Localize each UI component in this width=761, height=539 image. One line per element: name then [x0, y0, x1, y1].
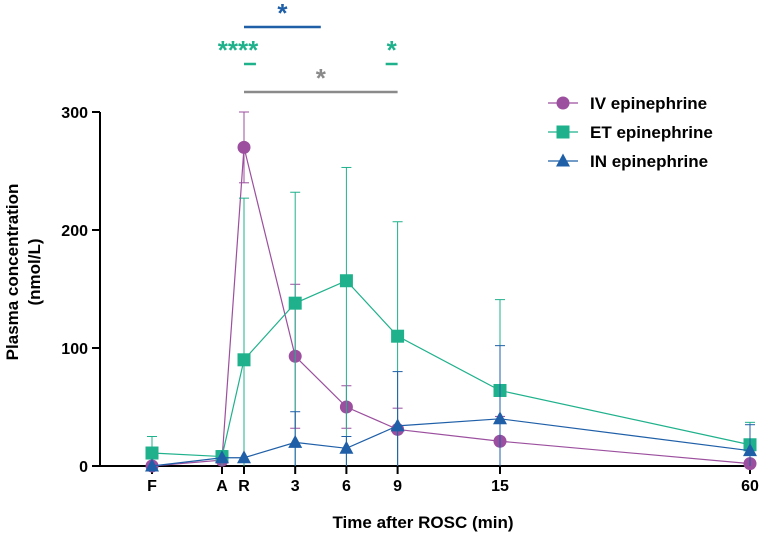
triangle-marker	[145, 458, 159, 472]
legend-label: IV epinephrine	[590, 94, 707, 113]
square-marker	[339, 274, 353, 288]
x-tick-label: 6	[342, 478, 351, 495]
series-layer	[145, 111, 757, 473]
y-tick-label: 300	[61, 105, 88, 122]
circle-marker	[556, 96, 570, 110]
y-axis-title-line1: Plasma concentration	[3, 184, 22, 361]
x-tick-label: F	[147, 478, 157, 495]
triangle-marker	[390, 418, 405, 432]
series-line	[151, 147, 751, 467]
significance-label: *	[316, 63, 327, 93]
square-marker	[145, 446, 159, 460]
triangle-marker	[288, 434, 303, 448]
legend-label: IN epinephrine	[590, 152, 708, 171]
triangle-marker	[556, 153, 570, 167]
square-marker	[288, 296, 302, 310]
legend: IV epinephrine ET epinephrine IN epinephri…	[548, 94, 713, 171]
triangle-marker	[339, 440, 354, 454]
triangle-marker	[493, 411, 507, 425]
triangle-marker	[237, 450, 251, 464]
square-marker	[556, 125, 570, 139]
x-tick-label: A	[216, 478, 228, 495]
square-marker	[391, 329, 405, 343]
triangle-marker	[743, 443, 757, 457]
series-line	[151, 280, 751, 458]
circle-marker	[237, 140, 251, 154]
axes: 0 100 200 300 F A R 3 6 9 15 60	[61, 105, 759, 495]
x-tick-label: R	[238, 478, 250, 495]
y-tick-label: 0	[79, 459, 88, 476]
x-tick-label: 15	[491, 478, 509, 495]
significance-label: ****	[218, 35, 259, 65]
y-tick-label: 100	[61, 341, 88, 358]
significance-label: *	[387, 35, 398, 65]
triangle-marker	[215, 450, 229, 464]
series-et-epinephrine	[145, 166, 757, 466]
y-axis-title-line2: (nmol/L)	[25, 238, 44, 305]
x-axis-title: Time after ROSC (min)	[332, 513, 513, 532]
significance-annotations: ***** **	[218, 0, 398, 94]
significance-label: *	[277, 0, 288, 28]
legend-label: ET epinephrine	[590, 123, 713, 142]
series-in-epinephrine	[145, 345, 757, 472]
x-tick-label: 60	[741, 478, 759, 495]
y-tick-label: 200	[61, 223, 88, 240]
x-tick-label: 9	[393, 478, 402, 495]
y-axis-title: Plasma concentration (nmol/L)	[3, 184, 44, 361]
x-tick-label: 3	[291, 478, 300, 495]
square-marker	[237, 353, 251, 367]
